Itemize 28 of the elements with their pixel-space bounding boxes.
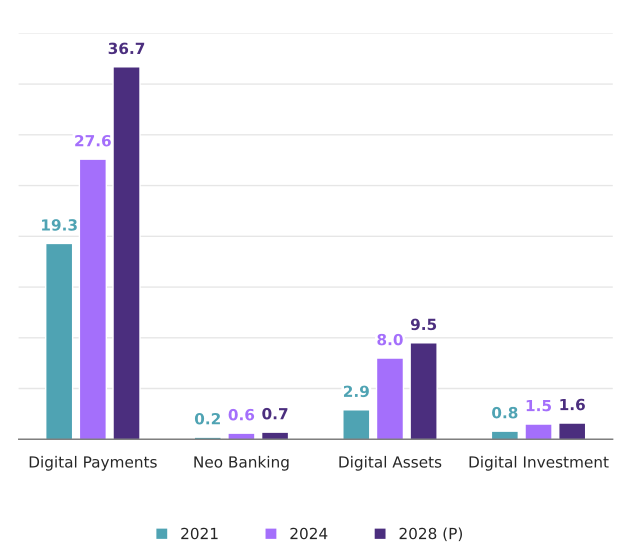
data-label: 9.5: [410, 318, 436, 330]
bar: [558, 422, 586, 440]
bar: [490, 430, 520, 440]
bar: [227, 432, 256, 440]
x-tick-label: Neo Banking: [194, 456, 289, 471]
data-label: 8.0: [377, 334, 403, 346]
data-label: 19.3: [42, 219, 77, 231]
legend-label: 2024: [290, 528, 328, 540]
x-tick-label: Digital Assets: [339, 456, 442, 471]
data-label: 0.6: [228, 408, 254, 420]
data-label: 1.6: [560, 398, 585, 410]
bar: [45, 242, 74, 440]
x-tick-label: Digital Payments: [30, 456, 157, 471]
legend-label: 2021: [181, 528, 218, 540]
x-tick-label: Digital Investment: [470, 456, 609, 471]
data-label: 27.6: [75, 134, 111, 146]
data-label: 0.7: [262, 408, 288, 420]
data-label: 2.9: [344, 386, 369, 398]
data-label: 36.7: [108, 42, 144, 54]
bar: [409, 342, 438, 440]
data-label: 1.5: [526, 400, 551, 412]
data-label: 0.2: [194, 412, 220, 425]
legend-label: 2028 (P): [400, 527, 462, 542]
bar: [78, 158, 108, 440]
bar: [524, 423, 553, 440]
bar: [376, 357, 404, 440]
bar: [342, 409, 370, 440]
data-label: 0.8: [492, 406, 518, 418]
